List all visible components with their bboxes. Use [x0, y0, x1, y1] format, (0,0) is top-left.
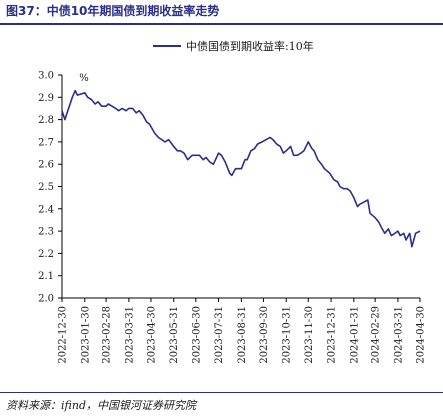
footer-divider: [0, 392, 443, 393]
x-tick-label: 2023-05-31: [169, 306, 180, 364]
y-tick-label: 2.7: [38, 137, 54, 148]
y-axis-unit: %: [79, 73, 89, 84]
chart-area: 3.0 2.9 2.8 2.7 2.6 2.5 2.4 2.3 2.2 2.1 2.0% 2022-1…: [0, 26, 443, 386]
x-tick-label: 2023-07-31: [214, 306, 225, 364]
x-tick-label: 2024-02-29: [371, 306, 382, 364]
x-tick-label: 2024-04-30: [416, 306, 427, 364]
x-tick-label: 2024-03-31: [393, 306, 404, 364]
y-tick-label: 3.0: [38, 71, 54, 82]
figure-title: 图37：中债10年期国债到期收益率走势: [6, 4, 220, 18]
line-chart: 3.0 2.9 2.8 2.7 2.6 2.5 2.4 2.3 2.2 2.1 2.0% 2022-1…: [38, 39, 427, 364]
x-tick-label: 2023-10-31: [282, 306, 293, 364]
x-tick-label: 2023-09-30: [259, 306, 270, 364]
x-tick-label: 2023-03-31: [124, 306, 135, 364]
series-line-0: [61, 89, 421, 248]
source-note: 资料来源：ifind，中国银河证券研究院: [6, 399, 196, 412]
x-tick-label: 2024-01-31: [349, 306, 360, 364]
x-tick-label: 2023-02-28: [102, 306, 113, 364]
x-tick-label: 2023-06-30: [191, 306, 202, 364]
y-tick-label: 2.1: [38, 271, 54, 282]
y-tick-label: 2.0: [38, 294, 54, 305]
x-tick-label: 2023-12-31: [327, 306, 338, 364]
y-tick-label: 2.3: [38, 227, 54, 238]
title-divider: [0, 23, 443, 25]
y-tick-label: 2.9: [38, 93, 54, 104]
y-tick-label: 2.5: [38, 182, 54, 193]
x-tick-label: 2023-08-31: [237, 306, 248, 364]
x-tick-label: 2023-04-30: [146, 306, 157, 364]
y-tick-label: 2.2: [38, 249, 54, 260]
x-tick-label: 2023-01-30: [80, 306, 91, 364]
y-tick-label: 2.4: [38, 204, 54, 215]
y-tick-label: 2.8: [38, 115, 54, 126]
x-tick-label: 2022-12-30: [58, 306, 69, 364]
y-tick-label: 2.6: [38, 160, 54, 171]
legend-label: 中债国债到期收益率:10年: [186, 39, 314, 53]
x-tick-label: 2023-11-30: [304, 306, 315, 364]
